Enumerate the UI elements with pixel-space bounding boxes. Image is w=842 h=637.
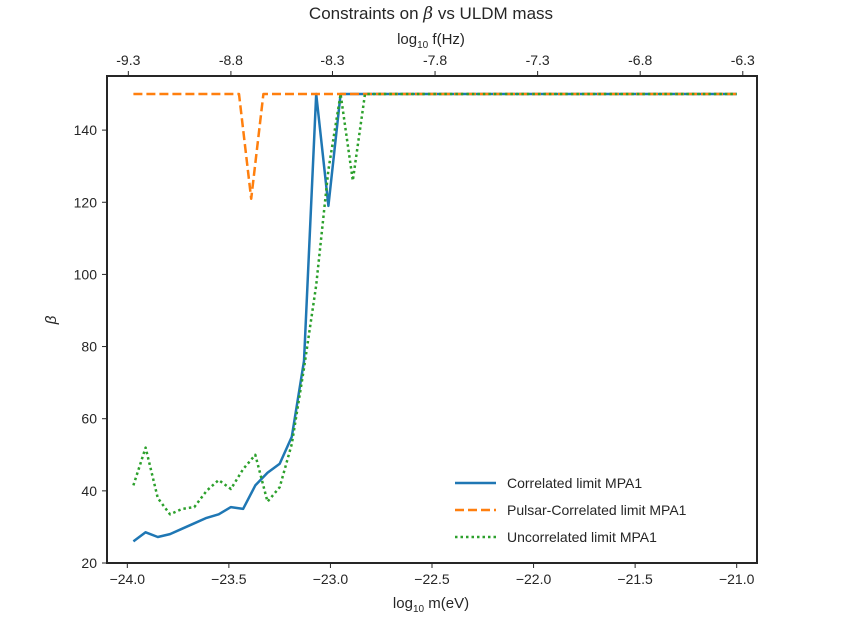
top-x-tick-label: -6.3 <box>731 52 755 68</box>
top-x-tick-label: -7.3 <box>526 52 550 68</box>
plot-frame <box>106 75 758 564</box>
chart-title: Constraints on β vs ULDM mass <box>309 4 553 24</box>
y-tick-label: 80 <box>81 339 97 355</box>
top-x-tick-label: -8.8 <box>219 52 243 68</box>
top-x-tick-label: -6.8 <box>628 52 652 68</box>
y-tick-label: 140 <box>74 122 98 138</box>
x-tick-label: −22.5 <box>414 571 450 587</box>
top-x-axis-label: log10 f(Hz) <box>397 31 465 51</box>
x-tick-label: −24.0 <box>110 571 146 587</box>
x-tick-label: −23.0 <box>313 571 349 587</box>
y-tick-label: 120 <box>74 194 98 210</box>
top-x-tick-label: -7.8 <box>423 52 447 68</box>
x-axis-label: log10 m(eV) <box>393 595 469 615</box>
series-layer <box>132 92 737 543</box>
y-tick-label: 60 <box>81 411 97 427</box>
axes-ticks: −24.0 −23.5 −23.0 −22.5 −22.0 −21.5 −21.0 -9.3 -… <box>74 52 755 587</box>
x-tick-label: −23.5 <box>211 571 247 587</box>
x-tick-label: −21.0 <box>719 571 755 587</box>
y-tick-label: 20 <box>81 555 97 571</box>
x-tick-label: −21.5 <box>617 571 653 587</box>
legend-label: Correlated limit MPA1 <box>507 475 642 491</box>
top-x-tick-label: -9.3 <box>116 52 140 68</box>
legend-label: Pulsar-Correlated limit MPA1 <box>507 502 687 518</box>
y-axis-label: β <box>43 315 60 325</box>
top-x-tick-label: -8.3 <box>320 52 344 68</box>
legend-label: Uncorrelated limit MPA1 <box>507 529 657 545</box>
legend: Correlated limit MPA1 Pulsar-Correlated l… <box>455 475 687 545</box>
y-tick-label: 100 <box>74 266 98 282</box>
y-tick-label: 40 <box>81 483 97 499</box>
x-tick-label: −22.0 <box>516 571 552 587</box>
